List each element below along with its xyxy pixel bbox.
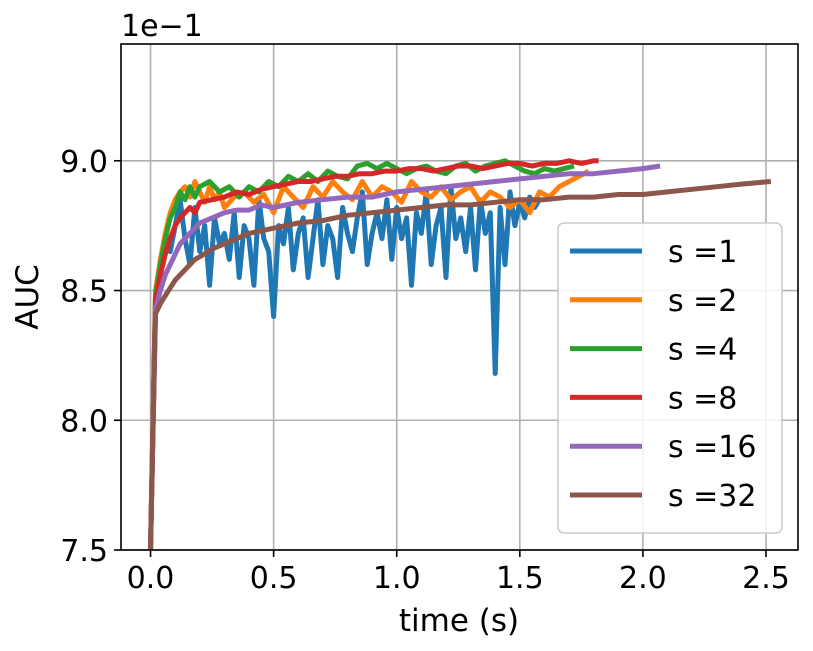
series-line-1 bbox=[148, 184, 542, 551]
y-tick-label: 9.0 bbox=[60, 145, 108, 180]
series-line-5 bbox=[148, 163, 661, 551]
x-tick-label: 2.0 bbox=[619, 561, 667, 596]
legend-label: s =1 bbox=[668, 235, 737, 270]
x-tick-label: 2.5 bbox=[742, 561, 790, 596]
legend-label: s =8 bbox=[668, 381, 737, 416]
ticks: 0.0 0.5 1.0 1.5 2.0 2.5 7.5 8.0 8.5 9.0 bbox=[60, 145, 790, 596]
legend-label: s =2 bbox=[668, 284, 737, 319]
y-axis-offset-text: 1e−1 bbox=[121, 9, 203, 44]
x-tick-label: 0.5 bbox=[250, 561, 298, 596]
series-line-4 bbox=[148, 158, 599, 551]
legend-label: s =4 bbox=[668, 333, 737, 368]
plot-frame bbox=[120, 43, 799, 551]
x-tick-label: 1.5 bbox=[496, 561, 544, 596]
legend-label: s =32 bbox=[668, 479, 756, 514]
series-lines bbox=[148, 158, 772, 551]
x-tick-label: 1.0 bbox=[373, 561, 421, 596]
x-axis-label: time (s) bbox=[399, 603, 519, 639]
x-tick-label: 0.0 bbox=[127, 561, 175, 596]
legend: s =1 s =2 s =4 s =8 s =16 s =32 bbox=[557, 222, 783, 534]
series-line-6 bbox=[148, 179, 772, 551]
y-axis-label: AUC bbox=[10, 264, 46, 330]
y-tick-label: 7.5 bbox=[60, 534, 108, 569]
y-tick-label: 8.0 bbox=[60, 404, 108, 439]
legend-label: s =16 bbox=[668, 430, 756, 465]
y-tick-label: 8.5 bbox=[60, 275, 108, 310]
